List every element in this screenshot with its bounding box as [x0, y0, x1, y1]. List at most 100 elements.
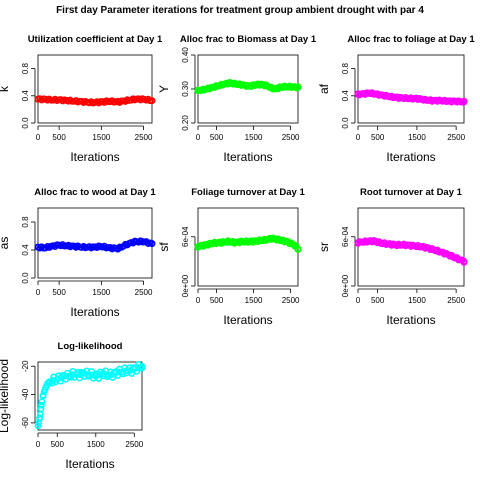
data-point	[378, 239, 385, 247]
data-point	[283, 83, 291, 91]
data-point	[268, 84, 276, 92]
y-tick-label: 0.8	[21, 62, 30, 74]
x-tick-label: 0	[356, 296, 361, 305]
data-point	[444, 97, 452, 105]
y-tick-label: -60	[21, 417, 30, 429]
y-axis-label: af	[317, 83, 331, 94]
data-point	[127, 367, 134, 374]
data-point	[53, 375, 61, 383]
panel-title: Alloc frac to foliage at Day 1	[347, 34, 475, 45]
data-point	[425, 244, 433, 252]
data-point	[47, 96, 55, 104]
x-axis-label: Iterations	[386, 150, 435, 164]
x-tick-label: 2500	[125, 440, 143, 449]
plot-frame	[357, 207, 465, 287]
y-tick-label: -20	[21, 360, 30, 372]
data-point	[389, 93, 397, 101]
x-tick-label: 2500	[282, 133, 300, 142]
data-point	[96, 371, 104, 379]
data-point	[276, 236, 283, 244]
data-point	[36, 415, 43, 423]
data-point	[413, 95, 421, 102]
data-point	[81, 243, 88, 251]
panel-title: Root turnover at Day 1	[360, 187, 463, 198]
y-tick-label: 0.30	[181, 81, 190, 97]
x-tick-label: 2500	[135, 133, 153, 142]
data-point	[131, 95, 139, 103]
data-point	[224, 238, 232, 246]
data-point	[460, 98, 468, 106]
data-point	[89, 99, 97, 106]
figure-title: First day Parameter iterations for treat…	[56, 5, 424, 16]
x-tick-label: 0	[36, 440, 41, 449]
data-point	[283, 238, 291, 246]
data-point	[89, 243, 97, 251]
data-point	[73, 371, 80, 379]
data-point	[239, 238, 246, 246]
data-point	[115, 368, 123, 376]
y-tick-label: -40	[21, 388, 30, 400]
data-point	[114, 245, 122, 252]
data-point	[276, 83, 283, 91]
data-point	[253, 237, 261, 245]
data-point	[84, 371, 92, 379]
y-tick-label: 0e+00	[181, 274, 190, 297]
x-tick-label: 1500	[245, 296, 263, 305]
y-tick-label: 0.4	[341, 90, 350, 102]
data-point	[382, 92, 389, 100]
y-axis-label: sr	[317, 242, 331, 252]
data-point	[81, 98, 88, 106]
data-point	[72, 243, 80, 250]
data-point	[460, 257, 468, 265]
y-tick-label: 0.4	[21, 90, 30, 102]
panel-title: Alloc frac to Biomass at Day 1	[180, 34, 317, 45]
x-axis-label: Iterations	[70, 305, 119, 319]
data-point	[386, 240, 393, 248]
plot-frame	[37, 361, 143, 431]
data-point	[294, 83, 302, 91]
data-point	[239, 81, 246, 89]
data-point	[231, 80, 239, 88]
data-point	[130, 365, 138, 373]
data-point	[213, 82, 220, 90]
x-tick-label: 0	[196, 296, 201, 305]
data-point	[448, 253, 456, 260]
panel-title: Foliage turnover at Day 1	[191, 187, 305, 198]
x-axis-label: Iterations	[223, 150, 272, 164]
data-point	[409, 242, 417, 250]
data-point	[64, 242, 71, 250]
data-point	[148, 97, 156, 104]
x-tick-label: 2500	[447, 133, 465, 142]
panel-6: 0 500 1500 2500 0e+00 6e-04 Root turnover at D…	[317, 187, 468, 327]
data-point	[61, 372, 69, 380]
data-point	[138, 362, 146, 370]
data-point	[37, 405, 45, 413]
data-point	[429, 97, 436, 104]
x-tick-label: 500	[52, 288, 66, 297]
data-point	[290, 241, 298, 249]
y-tick-label: 0.8	[21, 216, 30, 228]
x-tick-label: 500	[51, 440, 65, 449]
data-point	[55, 96, 63, 104]
y-axis-label: k	[0, 85, 11, 92]
data-point	[119, 368, 127, 376]
data-point	[123, 367, 130, 374]
panel-title: Utilization coefficient at Day 1	[28, 34, 163, 45]
data-point	[123, 97, 131, 104]
panel-title: Alloc frac to wood at Day 1	[34, 187, 156, 198]
x-tick-label: 500	[371, 296, 385, 305]
plot-frame	[37, 54, 153, 124]
y-tick-label: 0.20	[181, 115, 190, 131]
data-point	[111, 369, 119, 377]
y-tick-label: 6e-04	[181, 226, 190, 247]
panel-title: Log-likelihood	[58, 341, 123, 352]
data-point	[76, 371, 84, 379]
x-tick-label: 2500	[282, 296, 300, 305]
data-point	[148, 240, 156, 248]
data-point	[205, 84, 213, 92]
data-point	[202, 241, 209, 249]
panel-1: 0 500 1500 2500 0.0 0.4 0.8 Utilization coeffic…	[0, 34, 163, 164]
data-point	[47, 243, 55, 250]
data-point	[393, 241, 401, 249]
data-point	[216, 239, 224, 246]
